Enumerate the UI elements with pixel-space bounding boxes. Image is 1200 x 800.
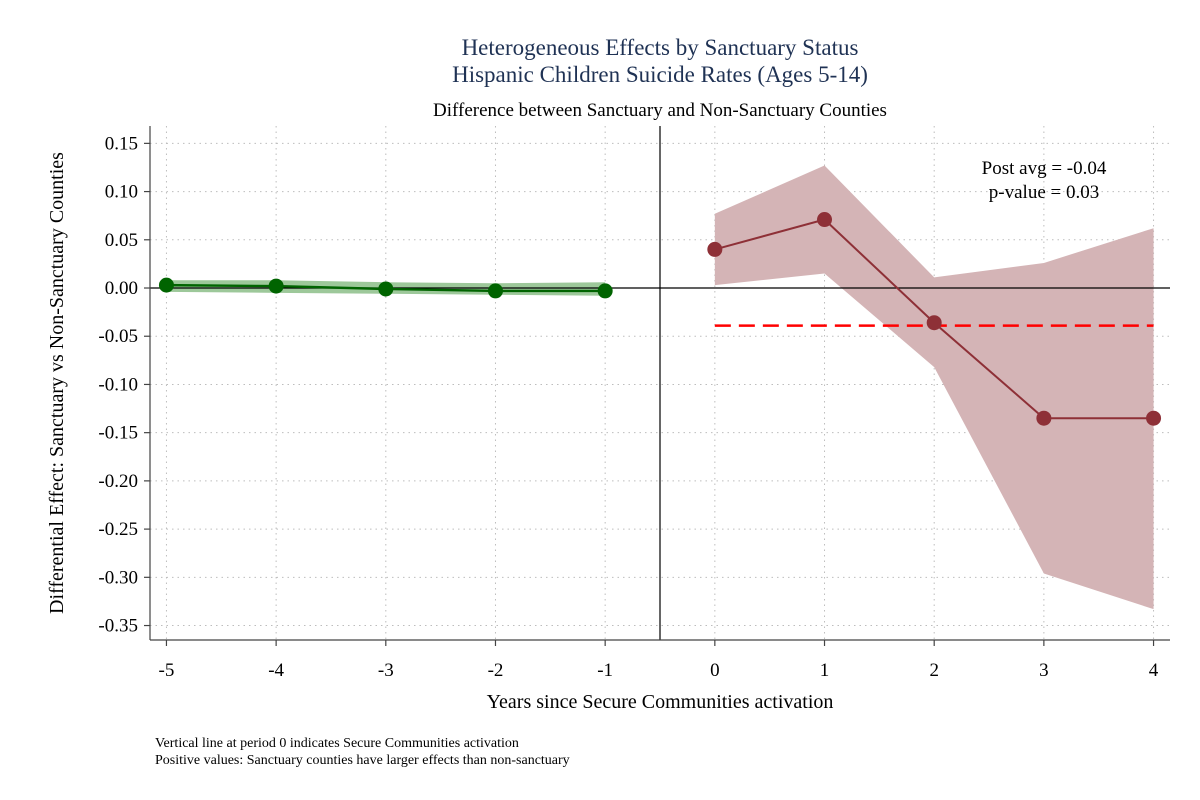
pre-period-point (487, 283, 503, 299)
y-axis-label: Differential Effect: Sanctuary vs Non-Sa… (46, 152, 68, 614)
y-tick-labels: 0.15 0.10 0.05 0.00 -0.05 -0.10 -0.15 -0.20 -0.2… (98, 133, 138, 636)
x-tick-label: -3 (378, 660, 394, 681)
pre-period-point (597, 283, 613, 299)
x-tick-label: 0 (710, 660, 720, 681)
x-tick-label: -1 (597, 660, 613, 681)
x-tick-label: 1 (820, 660, 830, 681)
y-tick-label: -0.20 (98, 471, 138, 492)
post-average-annotation: Post avg = -0.04 (982, 158, 1107, 179)
post-period-point (707, 241, 723, 257)
series-points (158, 212, 1162, 426)
axes (144, 126, 1170, 646)
x-tick-label: 4 (1149, 660, 1159, 681)
x-axis-label: Years since Secure Communities activatio… (487, 691, 834, 713)
y-tick-label: -0.35 (98, 616, 138, 637)
x-tick-label: 2 (929, 660, 939, 681)
post-period-confidence-band (714, 165, 1154, 610)
y-tick-label: -0.05 (98, 326, 138, 347)
y-tick-label: 0.00 (105, 278, 138, 299)
footnote-2: Positive values: Sanctuary counties have… (155, 753, 570, 768)
chart-subtitle-secondary: Difference between Sanctuary and Non-San… (433, 100, 887, 121)
chart-subtitle: Hispanic Children Suicide Rates (Ages 5-… (452, 62, 868, 87)
post-period-point (1036, 410, 1052, 426)
chart-title: Heterogeneous Effects by Sanctuary Statu… (462, 35, 859, 60)
y-tick-label: 0.05 (105, 230, 138, 251)
y-tick-label: -0.30 (98, 567, 138, 588)
y-tick-label: -0.25 (98, 519, 138, 540)
x-tick-label: -5 (159, 660, 175, 681)
pre-period-point (158, 277, 174, 293)
x-tick-label: -4 (268, 660, 284, 681)
y-tick-label: -0.10 (98, 374, 138, 395)
y-tick-label: 0.10 (105, 182, 138, 203)
pre-period-point (268, 278, 284, 294)
y-tick-label: 0.15 (105, 133, 138, 154)
footnote-1: Vertical line at period 0 indicates Secu… (155, 736, 519, 751)
y-tick-label: -0.15 (98, 423, 138, 444)
post-period-point (1146, 410, 1162, 426)
x-tick-labels: -5 -4 -3 -2 -1 0 1 2 3 4 (159, 660, 1159, 681)
x-tick-label: 3 (1039, 660, 1049, 681)
p-value-annotation: p-value = 0.03 (989, 182, 1099, 203)
post-period-point (817, 212, 833, 228)
post-period-point (926, 315, 942, 331)
x-tick-label: -2 (488, 660, 504, 681)
pre-period-point (378, 281, 394, 297)
